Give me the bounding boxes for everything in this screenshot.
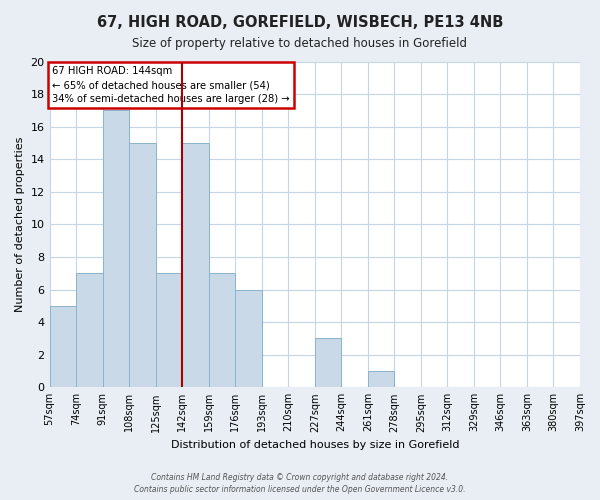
Bar (315, 338, 341, 388)
Bar (368, 371, 394, 388)
Bar (182, 143, 209, 388)
Bar (103, 110, 129, 388)
Text: 67 HIGH ROAD: 144sqm
← 65% of detached houses are smaller (54)
34% of semi-detac: 67 HIGH ROAD: 144sqm ← 65% of detached h… (52, 66, 290, 104)
Text: Size of property relative to detached houses in Gorefield: Size of property relative to detached ho… (133, 38, 467, 51)
Bar (235, 290, 262, 388)
Text: 67, HIGH ROAD, GOREFIELD, WISBECH, PE13 4NB: 67, HIGH ROAD, GOREFIELD, WISBECH, PE13 … (97, 15, 503, 30)
Text: Contains HM Land Registry data © Crown copyright and database right 2024.
Contai: Contains HM Land Registry data © Crown c… (134, 472, 466, 494)
Bar (155, 274, 182, 388)
Bar (209, 274, 235, 388)
Bar (129, 143, 155, 388)
Bar (76, 274, 103, 388)
Y-axis label: Number of detached properties: Number of detached properties (15, 136, 25, 312)
X-axis label: Distribution of detached houses by size in Gorefield: Distribution of detached houses by size … (170, 440, 459, 450)
Bar (50, 306, 76, 388)
